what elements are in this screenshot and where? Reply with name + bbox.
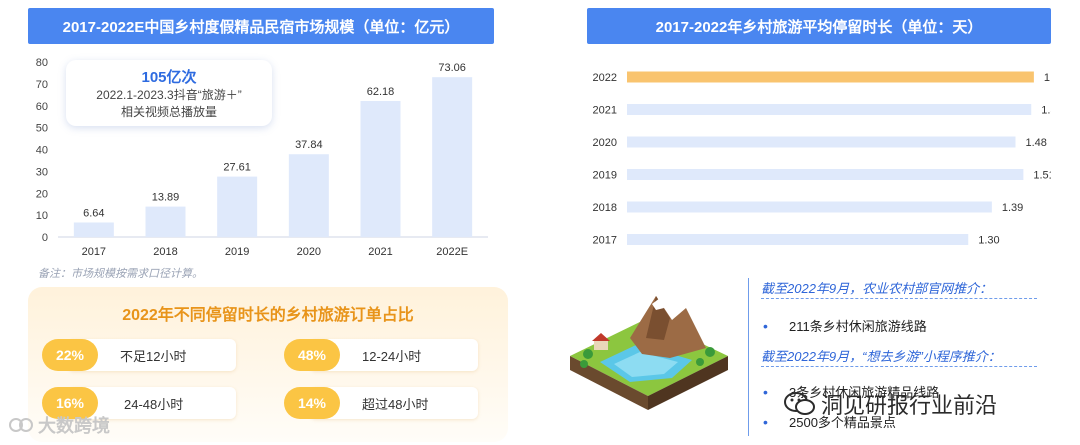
order-share-badge: 16% [42, 387, 98, 419]
watermark-logo: 大数跨境 [8, 412, 110, 438]
bullet-icon: • [763, 317, 768, 334]
watermark-logo-text: 大数跨境 [38, 416, 110, 436]
bar [627, 104, 1032, 115]
x-tick-label: 2017 [82, 246, 106, 258]
info-item: • 3条乡村休闲旅游精品线路 [763, 382, 939, 401]
bar [627, 234, 969, 245]
wechat-watermark: 洞见研报行业前沿 [783, 388, 997, 420]
x-tick-label: 2019 [225, 246, 249, 258]
wechat-watermark-text: 洞见研报行业前沿 [821, 393, 998, 418]
order-share-badge: 48% [284, 339, 340, 371]
bar [627, 169, 1024, 180]
y-tick-label: 2022 [593, 72, 617, 84]
y-tick-label: 2018 [593, 202, 617, 214]
logo-icon [9, 418, 33, 432]
y-tick-label: 2021 [593, 105, 617, 117]
order-share-label: 不足12小时 [120, 348, 187, 364]
views-callout: 105亿次 2022.1-2023.3抖音“旅游＋” 相关视频总播放量 [66, 60, 272, 126]
y-tick-label: 50 [36, 123, 48, 135]
y-tick-label: 20 [36, 188, 48, 200]
y-tick-label: 2017 [593, 235, 617, 247]
data-label: 13.89 [152, 192, 180, 204]
data-label: 73.06 [438, 62, 466, 74]
bar [360, 100, 401, 237]
bar [627, 71, 1034, 83]
info-divider [761, 366, 1037, 367]
info-heading-ministry: 截至2022年9月，农业农村部官网推介： [761, 281, 993, 296]
y-tick-label: 30 [36, 166, 48, 178]
x-tick-label: 2021 [368, 246, 392, 258]
data-label: 1.54 [1041, 105, 1051, 117]
info-item: • 2500多个精品景点 [763, 412, 896, 431]
callout-value: 105亿次 [141, 69, 197, 86]
rural-landscape-illustration [570, 296, 728, 410]
y-tick-label: 40 [36, 145, 48, 157]
order-share-badge: 22% [42, 339, 98, 371]
y-tick-label: 80 [36, 57, 48, 69]
data-label: 6.64 [83, 207, 104, 219]
data-label: 1.30 [978, 235, 999, 247]
data-label: 37.84 [295, 139, 323, 151]
info-divider [761, 298, 1037, 299]
x-tick-label: 2018 [153, 246, 177, 258]
y-tick-label: 2019 [593, 170, 617, 182]
callout-line2: 相关视频总播放量 [120, 105, 217, 119]
data-label: 27.61 [223, 162, 251, 174]
callout-line1: 2022.1-2023.3抖音“旅游＋” [96, 88, 242, 102]
order-share-badge: 14% [284, 387, 340, 419]
x-tick-label: 2020 [297, 246, 321, 258]
data-label: 1.48 [1026, 137, 1047, 149]
orders-share-title: 2022年不同停留时长的乡村旅游订单占比 [122, 307, 414, 324]
order-share-label: 12-24小时 [362, 348, 422, 364]
market-size-note: 备注：市场规模按需求口径计算。 [38, 268, 203, 280]
orders-share-panel: 2022年不同停留时长的乡村旅游订单占比 不足12小时 22% 12-24小时 … [28, 287, 508, 442]
bar [73, 222, 114, 237]
data-label: 1.51 [1033, 170, 1051, 182]
bar [288, 154, 329, 237]
x-tick-label: 2022E [436, 246, 468, 258]
wechat-icon [784, 392, 815, 415]
y-tick-label: 0 [42, 232, 48, 244]
order-share-item: 12-24小时 [310, 339, 478, 371]
y-tick-label: 10 [36, 210, 48, 222]
bar [627, 136, 1016, 148]
bullet-icon: • [763, 383, 768, 400]
data-label: 62.18 [367, 86, 395, 98]
order-share-label: 超过48小时 [362, 396, 429, 412]
bar [145, 206, 186, 237]
bar [627, 201, 992, 213]
stay-duration-chart-title: 2017-2022年乡村旅游平均停留时长（单位：天） [587, 8, 1051, 44]
info-item-text: 211条乡村休闲旅游线路 [789, 319, 927, 334]
order-share-label: 24-48小时 [124, 396, 184, 412]
info-item: • 211条乡村休闲旅游线路 [763, 316, 927, 335]
y-tick-label: 70 [36, 79, 48, 91]
market-size-chart-title: 2017-2022E中国乡村度假精品民宿市场规模（单位：亿元） [28, 8, 494, 44]
data-label: 1.55 [1044, 72, 1051, 84]
data-label: 1.39 [1002, 202, 1023, 214]
bullet-icon: • [763, 413, 768, 430]
promotion-info-box: 截至2022年9月，农业农村部官网推介： • 211条乡村休闲旅游线路 截至20… [748, 278, 1050, 436]
y-tick-label: 2020 [593, 137, 617, 149]
bar [217, 176, 258, 237]
market-size-bar-chart: 0 10 20 30 40 50 60 70 80 6.64 2017 13.89 2018 27.61 2… [36, 57, 488, 258]
bar [432, 77, 473, 238]
info-heading-miniprogram: 截至2022年9月，“想去乡游”小程序推介： [761, 349, 1001, 364]
info-item-text: 2500多个精品景点 [789, 415, 896, 430]
y-tick-label: 60 [36, 101, 48, 113]
info-item-text: 3条乡村休闲旅游精品线路 [789, 385, 940, 400]
stay-duration-bar-chart: 2022 1.55 2021 1.54 2020 1.48 2019 1.51 2018 1.39… [593, 71, 1051, 247]
